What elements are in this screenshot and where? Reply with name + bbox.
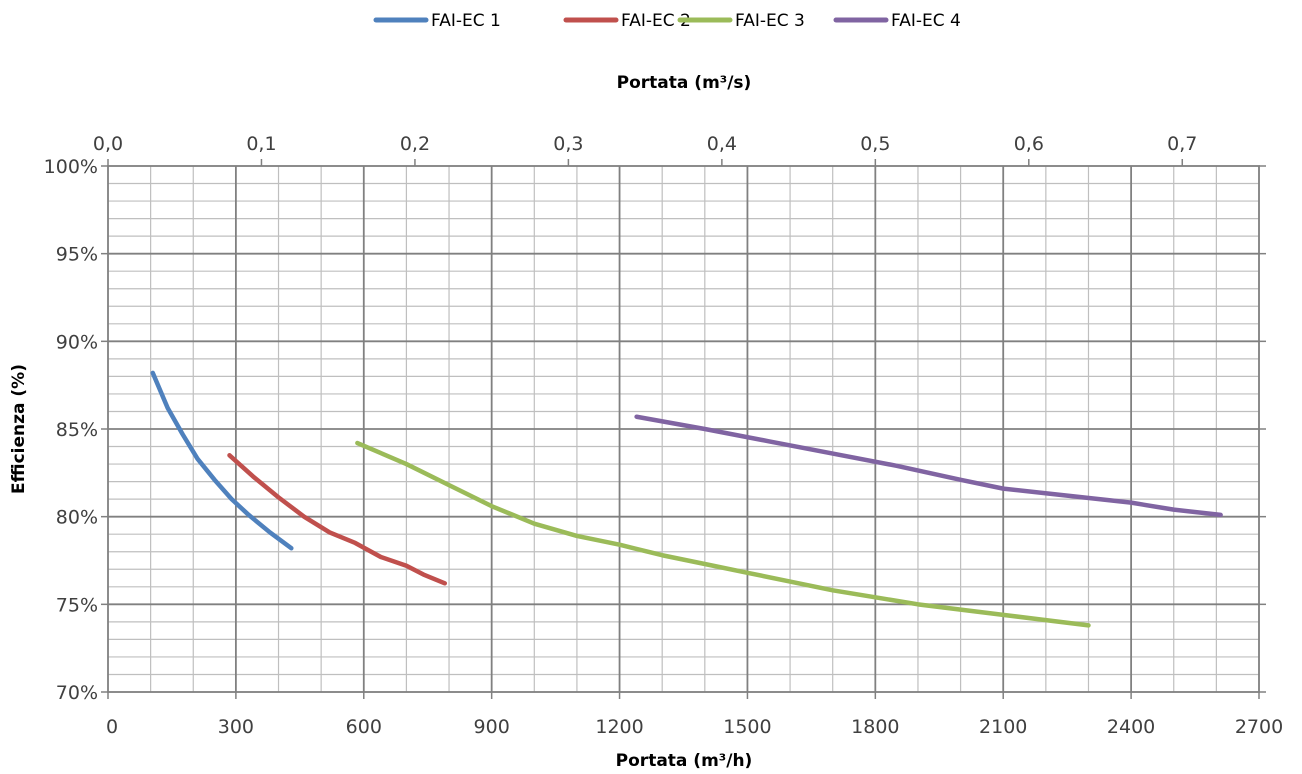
x-tick-label: 1200 (595, 716, 643, 738)
x-tick-label: 1500 (723, 716, 771, 738)
chart-legend: FAI-EC 1 FAI-EC 2 FAI-EC 3 FAI-EC 4 (373, 11, 961, 31)
y-tick-label: 80% (56, 507, 98, 529)
x2-tick-label: 0,3 (553, 133, 583, 155)
y-axis-ticks: 70% 75% 80% 85% 90% 95% 100% (44, 156, 1266, 704)
y-tick-label: 95% (56, 244, 98, 266)
x-tick-label: 2400 (1107, 716, 1155, 738)
legend-label-2: FAI-EC 2 (621, 11, 691, 31)
top-axis-title: Portata (m³/s) (617, 73, 752, 93)
y-tick-label: 90% (56, 331, 98, 353)
x-axis-title: Portata (m³/h) (616, 751, 753, 771)
y-tick-label: 70% (56, 682, 98, 704)
legend-label-1: FAI-EC 1 (431, 11, 501, 31)
x-tick-label: 300 (218, 716, 254, 738)
x-axis-ticks: 0 300 600 900 1200 1500 1800 2100 2400 2700 (106, 692, 1283, 738)
series-line-3 (355, 440, 1091, 628)
x2-tick-label: 0,2 (400, 133, 430, 155)
legend-label-4: FAI-EC 4 (891, 11, 961, 31)
x-tick-label: 600 (346, 716, 382, 738)
x-tick-label: 900 (474, 716, 510, 738)
x2-tick-label: 0,1 (246, 133, 276, 155)
x-tick-label: 1800 (851, 716, 899, 738)
x2-tick-label: 0,0 (93, 133, 123, 155)
x-tick-label: 2700 (1235, 716, 1283, 738)
series-line-2 (227, 453, 448, 586)
series-line-1 (150, 370, 294, 551)
x2-tick-label: 0,6 (1014, 133, 1044, 155)
x-tick-label: 2100 (979, 716, 1027, 738)
x-tick-label: 0 (106, 716, 118, 738)
x2-tick-label: 0,5 (860, 133, 890, 155)
series-line-4 (634, 414, 1223, 518)
top-axis-ticks: 0,0 0,1 0,2 0,3 0,4 0,5 0,6 0,7 (93, 133, 1197, 166)
chart-grid (108, 166, 1259, 692)
y-tick-label: 100% (44, 156, 98, 178)
y-tick-label: 75% (56, 594, 98, 616)
legend-label-3: FAI-EC 3 (735, 11, 805, 31)
y-tick-label: 85% (56, 419, 98, 441)
y-axis-title: Efficienza (%) (9, 364, 29, 494)
chart-series (150, 370, 1223, 628)
x2-tick-label: 0,7 (1167, 133, 1197, 155)
x2-tick-label: 0,4 (707, 133, 737, 155)
